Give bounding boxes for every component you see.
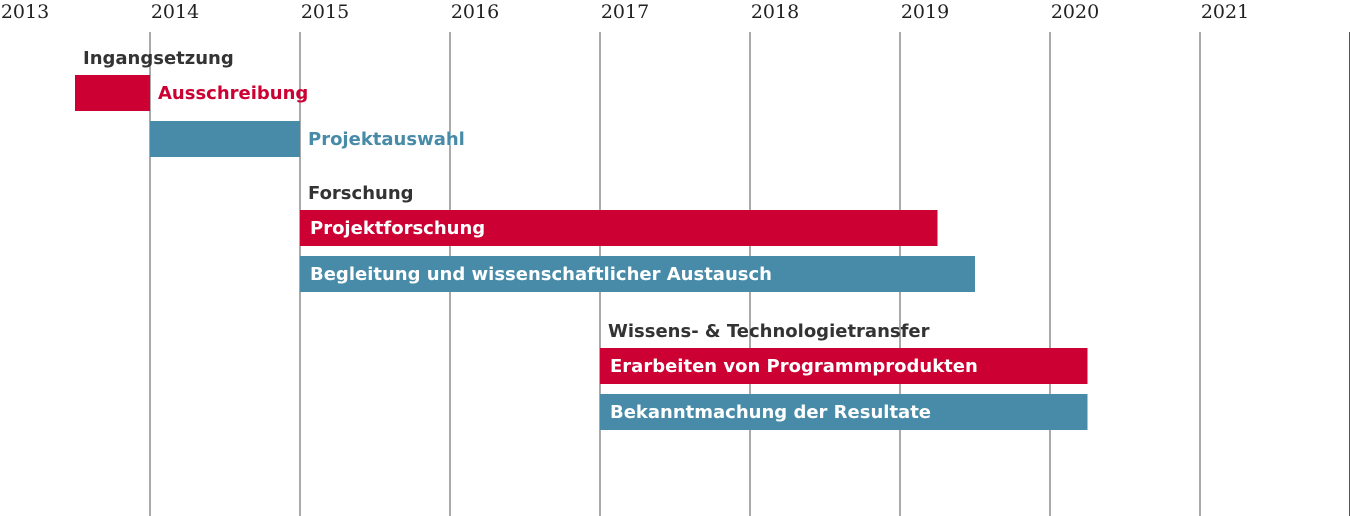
task-bar <box>300 210 938 246</box>
year-axis-labels: 2013 2014 2015 2016 2017 2018 2019 2020 2021 <box>1 1 1249 23</box>
year-label-2017: 2017 <box>601 1 649 23</box>
year-label-2018: 2018 <box>751 1 799 23</box>
group-2: Wissens- & Technologietransfer Erarbeiten… <box>600 321 1088 430</box>
group-title: Forschung <box>308 183 414 204</box>
year-label-2019: 2019 <box>901 1 949 23</box>
task-bar <box>600 348 1088 384</box>
task-label: Projektforschung <box>310 218 485 239</box>
task-label: Begleitung und wissenschaftlicher Austau… <box>310 264 772 285</box>
task-bar <box>600 394 1088 430</box>
task-bar <box>75 75 150 111</box>
group-title: Wissens- & Technologietransfer <box>608 321 930 342</box>
task-label: Erarbeiten von Programmprodukten <box>610 356 978 377</box>
year-label-2015: 2015 <box>301 1 349 23</box>
group-1: Forschung Projektforschung Begleitung und … <box>300 183 975 292</box>
year-label-2014: 2014 <box>151 1 199 23</box>
year-label-2016: 2016 <box>451 1 499 23</box>
task-bar <box>150 121 300 157</box>
year-label-2013: 2013 <box>1 1 49 23</box>
group-0: Ingangsetzung Ausschreibung Projektauswahl <box>75 48 465 157</box>
task-bar <box>300 256 975 292</box>
phase-groups: Ingangsetzung Ausschreibung Projektauswahl… <box>75 48 1088 430</box>
year-label-2021: 2021 <box>1201 1 1249 23</box>
task-label: Bekanntmachung der Resultate <box>610 402 931 423</box>
year-label-2020: 2020 <box>1051 1 1099 23</box>
task-label: Projektauswahl <box>308 129 465 150</box>
task-label: Ausschreibung <box>158 83 308 104</box>
group-title: Ingangsetzung <box>83 48 234 69</box>
